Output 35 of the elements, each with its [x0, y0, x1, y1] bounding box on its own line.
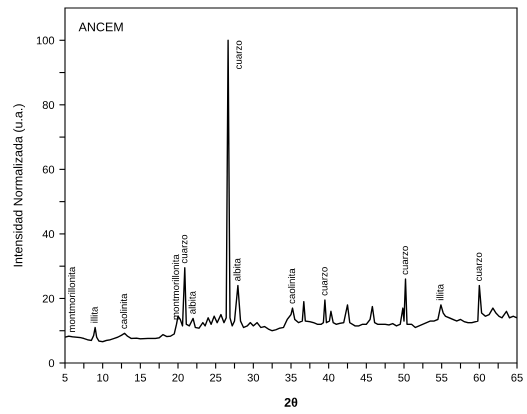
- y-tick-label: 0: [48, 359, 54, 368]
- annotation: albita: [233, 258, 240, 281]
- y-tick-label: 100: [36, 36, 54, 44]
- annotation: illita: [90, 306, 98, 323]
- x-tick-label: 35: [285, 374, 297, 382]
- x-tick-label: 65: [511, 374, 523, 382]
- x-tick-label: 20: [172, 374, 184, 382]
- x-tick-label: 40: [322, 374, 334, 382]
- x-tick-label: 5: [62, 374, 68, 382]
- y-tick-label: 60: [42, 166, 54, 174]
- x-axis-title: 2θ: [284, 398, 298, 407]
- y-tick-label: 20: [42, 294, 54, 303]
- annotation: cuarzo: [236, 40, 242, 70]
- x-tick-label: 10: [97, 374, 108, 382]
- annotation: cuarzo: [322, 267, 328, 296]
- y-tick-label: 40: [42, 230, 54, 238]
- annotation: illita: [436, 284, 444, 300]
- x-tick-label: 55: [436, 374, 448, 382]
- y-tick-label: 80: [42, 101, 54, 109]
- annotation: albita: [188, 291, 196, 314]
- x-tick-label: 25: [210, 374, 222, 382]
- annotation: montmorillonita: [172, 254, 180, 320]
- annotation: caolinita: [288, 268, 296, 304]
- x-tick-label: 45: [360, 374, 372, 382]
- x-tick-label: 50: [398, 374, 410, 382]
- annotation: ANCEM: [78, 22, 123, 32]
- x-tick-label: 30: [248, 374, 260, 382]
- annotation: cuarzo: [402, 246, 408, 275]
- annotation: cuarzo: [182, 234, 188, 264]
- x-tick-label: 60: [474, 374, 486, 382]
- annotation: montmorillonita: [68, 266, 76, 332]
- annotation: cuarzo: [476, 252, 482, 281]
- x-tick-label: 15: [135, 374, 146, 382]
- y-axis-title: Intensidad Normalizada (u.a.): [13, 104, 25, 266]
- annotation: caolinita: [120, 293, 128, 329]
